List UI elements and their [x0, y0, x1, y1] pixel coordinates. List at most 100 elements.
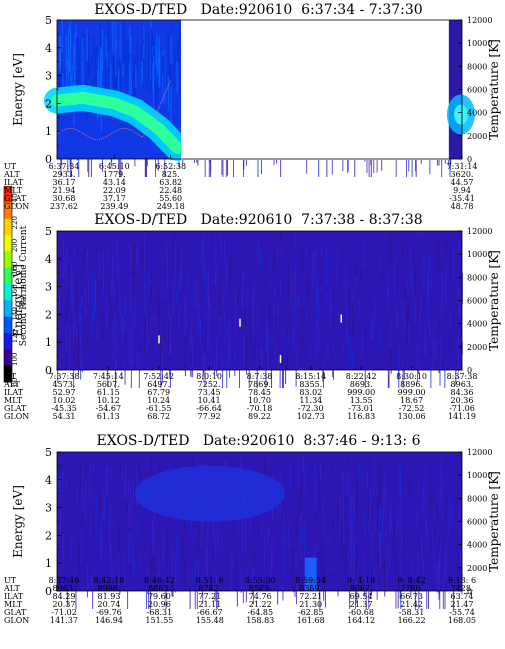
spectrogram-streak: [214, 570, 216, 602]
ephemeris-value-alt: 8963.: [52, 584, 76, 593]
spectrogram-streak: [450, 581, 452, 589]
spectrogram-streak: [117, 263, 119, 274]
ephemeris-value-ilat: 52.97: [52, 388, 76, 397]
spectrogram-streak: [291, 568, 293, 589]
spectrogram-streak: [370, 530, 372, 541]
spectrogram-streak: [224, 459, 226, 471]
spectrogram-streak: [249, 513, 251, 535]
spectrogram-streak: [156, 301, 158, 317]
spectrogram-streak: [235, 293, 237, 334]
spectrogram-streak: [376, 565, 378, 600]
ephemeris-value-ilat: 66.73: [400, 592, 424, 601]
spectrogram-streak: [68, 287, 70, 311]
spectrogram-streak: [264, 534, 266, 574]
spectrogram-streak: [292, 271, 294, 294]
spectrogram-streak: [170, 33, 172, 65]
spectrogram-streak: [368, 579, 370, 609]
spectrogram-streak: [274, 327, 276, 361]
spectrogram-streak: [67, 26, 69, 80]
spectrogram-streak: [114, 359, 116, 388]
spectrogram-streak: [88, 276, 90, 305]
spectrogram-streak: [143, 232, 145, 275]
spectrogram-streak: [103, 300, 105, 308]
spectrogram-streak: [114, 311, 116, 349]
spectrogram-streak: [84, 482, 86, 520]
spectrogram-streak: [267, 526, 269, 545]
spectrogram-streak: [345, 275, 347, 294]
ephemeris-value-ilat: 63.82: [159, 178, 183, 187]
ephemeris-value-alt: 8575.: [248, 584, 272, 593]
spectrogram-streak: [398, 359, 400, 388]
spectrogram-streak: [332, 516, 334, 528]
spectrogram-streak: [381, 260, 383, 281]
spectrogram-streak: [59, 35, 61, 69]
spectrogram-streak: [287, 335, 289, 343]
spectrogram-streak: [282, 500, 284, 523]
spectrogram-streak: [174, 241, 176, 285]
spectrogram-streak: [83, 245, 85, 267]
spectrogram-streak: [441, 274, 443, 307]
spectrogram-streak: [62, 535, 64, 557]
y2-tick-label: 2000: [467, 564, 487, 573]
spectrogram-streak: [138, 464, 140, 494]
spectrogram-streak: [128, 63, 130, 104]
spectrogram-streak: [381, 253, 383, 260]
ephemeris-value-mlt: 20.96: [147, 600, 171, 609]
spectrogram-streak: [415, 576, 417, 582]
spectrogram-streak: [122, 317, 124, 333]
ephemeris-value-ilat: 84.36: [450, 388, 474, 397]
spectrogram-streak: [153, 55, 155, 115]
colorbar-segment: [4, 251, 12, 269]
spectrogram-streak: [294, 576, 296, 597]
spectrogram-streak: [252, 296, 254, 324]
spectrogram-streak: [373, 455, 375, 496]
ephemeris-value-mlt: 10.24: [147, 396, 171, 405]
ephemeris-value-glat: 55.60: [159, 194, 183, 203]
spectrogram-streak: [61, 358, 63, 364]
spectrogram-streak: [268, 566, 270, 581]
spectrogram-streak: [78, 565, 80, 573]
spectrogram-streak: [171, 574, 173, 597]
spectrogram-streak: [73, 315, 75, 352]
spectrogram-streak: [265, 320, 267, 359]
spectrogram-streak: [271, 538, 273, 575]
ephemeris-value-mlt: 21.22: [248, 600, 272, 609]
ephemeris-value-glat: -68.31: [146, 608, 173, 617]
spectrogram-streak: [166, 530, 168, 563]
spectrogram-streak: [96, 326, 98, 340]
spectrogram-streak: [458, 287, 460, 317]
ephemeris-value-ilat: 67.79: [147, 388, 171, 397]
ephemeris-value-alt: 8936.: [97, 584, 121, 593]
spectrogram-streak: [393, 249, 395, 271]
spectrogram-streak: [373, 567, 375, 590]
spectrogram-streak: [152, 547, 154, 559]
spectrogram-streak: [312, 249, 314, 290]
spectrogram-streak: [285, 353, 287, 385]
spectrogram-streak: [153, 510, 155, 553]
spectrogram-streak: [444, 365, 446, 388]
spectrogram-streak: [119, 585, 121, 595]
y2-tick-label: 10000: [467, 471, 492, 480]
y2-tick-label: 6000: [467, 297, 487, 306]
spectrogram-streak: [57, 347, 59, 383]
spectrogram-streak: [417, 549, 419, 585]
spectrogram-streak: [412, 275, 414, 295]
spectrogram-streak: [277, 248, 279, 255]
spectrogram-streak: [389, 510, 391, 531]
spectrogram-streak: [410, 578, 412, 598]
spectrogram-streak: [332, 310, 334, 330]
spectrogram-streak: [165, 238, 167, 259]
y-tick-label: 1: [45, 557, 52, 570]
spectrogram-streak: [142, 331, 144, 339]
spectrogram-streak: [367, 502, 369, 520]
ephemeris-value-glat: -71.02: [51, 608, 77, 617]
panel-1-title: EXOS-D/TED Date:920610 6:37:34 - 7:37:30: [94, 2, 423, 18]
spectrogram-streak: [169, 368, 171, 388]
spectrogram-streak: [256, 364, 258, 388]
spectrogram-streak: [449, 327, 451, 354]
spectrogram-streak: [321, 286, 323, 294]
spectrogram-streak: [455, 362, 457, 386]
spectrogram-streak: [144, 314, 146, 351]
spectrogram-streak: [199, 318, 201, 345]
spectrogram-streak: [457, 548, 459, 584]
